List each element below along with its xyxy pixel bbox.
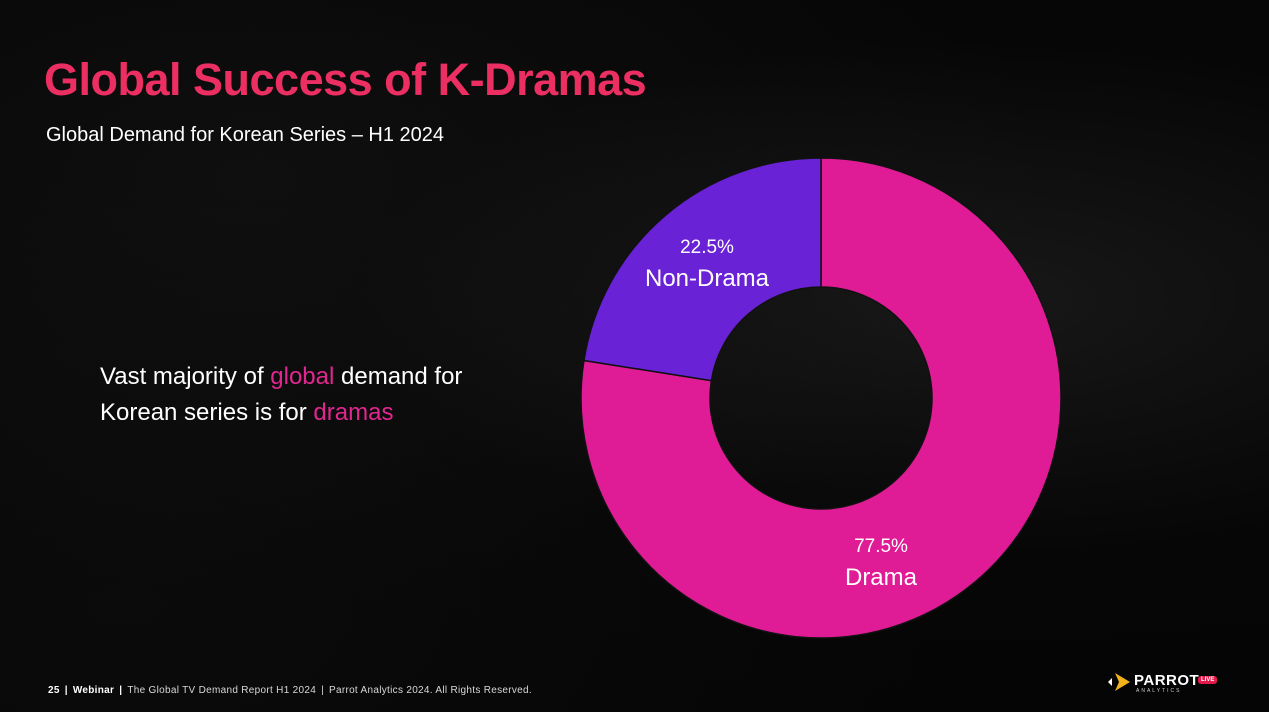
footer-separator: | xyxy=(321,685,324,696)
callout-text: Vast majority of global demand for Korea… xyxy=(100,359,462,431)
slide-subtitle: Global Demand for Korean Series – H1 202… xyxy=(46,124,445,146)
slice-name-label-non-drama: Non-Drama xyxy=(645,265,770,292)
callout-text-part: Korean series is for xyxy=(100,399,314,426)
footer-copyright: Parrot Analytics 2024. All Rights Reserv… xyxy=(328,685,532,696)
callout-highlight-global: global xyxy=(270,363,335,390)
slice-value-label-non-drama: 22.5% xyxy=(680,237,734,258)
logo-wordmark: PARROT xyxy=(1134,672,1200,689)
callout-line-2: Korean series is for dramas xyxy=(100,395,462,431)
parrot-analytics-logo: PARROT ANALYTICS LIVE xyxy=(1106,668,1224,698)
donut-labels: 22.5% Non-Drama 77.5% Drama xyxy=(645,237,918,591)
footer-report: The Global TV Demand Report H1 2024 xyxy=(127,685,317,696)
slide-title: Global Success of K-Dramas xyxy=(44,54,647,105)
footer-separator: | xyxy=(64,685,68,696)
footer-section: Webinar xyxy=(72,685,115,696)
slice-name-label-drama: Drama xyxy=(845,564,918,591)
slice-drama xyxy=(580,157,1062,639)
slice-value-label-drama: 77.5% xyxy=(854,536,908,557)
footer-separator: | xyxy=(119,685,123,696)
logo-subtext: ANALYTICS xyxy=(1136,688,1182,694)
callout-line-1: Vast majority of global demand for xyxy=(100,359,462,395)
parrot-mark-icon xyxy=(1108,673,1130,691)
slice-non-drama xyxy=(583,157,822,382)
callout-highlight-dramas: dramas xyxy=(313,399,394,426)
callout-text-part: Vast majority of xyxy=(100,363,271,390)
live-badge: LIVE xyxy=(1198,676,1218,684)
page-number: 25 xyxy=(48,685,60,696)
donut-slices xyxy=(580,157,1062,639)
footer: 25 | Webinar | The Global TV Demand Report H… xyxy=(48,685,532,696)
callout-text-part: demand for xyxy=(334,363,463,390)
